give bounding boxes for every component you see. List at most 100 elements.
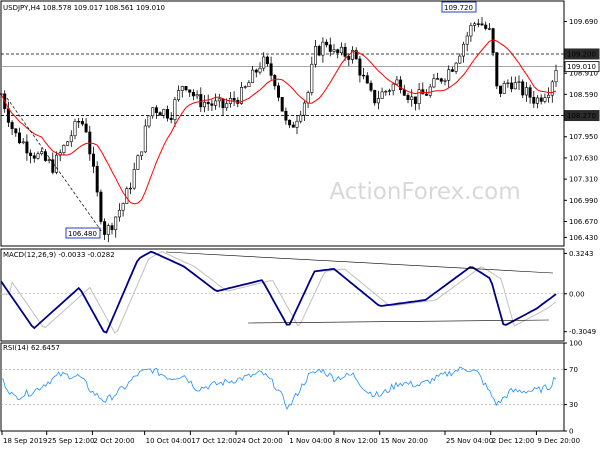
candle-body — [465, 35, 469, 45]
candle-body — [387, 90, 391, 92]
candle-body — [110, 225, 114, 231]
candle-body — [469, 25, 473, 37]
candle-body — [162, 109, 166, 116]
candle-body — [40, 151, 44, 155]
candle-body — [247, 82, 251, 88]
candle-body — [154, 107, 158, 113]
candle-body — [313, 46, 317, 65]
candle-body — [302, 102, 306, 116]
candle-body — [328, 44, 332, 52]
candle-body — [473, 23, 477, 26]
candle-body — [14, 128, 18, 134]
candle-body — [62, 145, 66, 153]
x-tick-label: 25 Sep 12:00 — [48, 437, 95, 445]
candle-body — [99, 191, 103, 222]
macd-y-tick-label: 0.3243 — [569, 250, 594, 258]
rsi-y-tick-label: 70 — [569, 366, 578, 374]
price-trend-line — [6, 97, 103, 233]
macd-lower-trend-line — [247, 319, 550, 324]
candle-body — [350, 50, 354, 60]
candle-body — [402, 89, 406, 96]
candle-body — [273, 75, 277, 87]
candle-body — [554, 70, 558, 83]
candle-body — [6, 108, 10, 123]
candle-body — [498, 85, 502, 94]
candle-body — [517, 81, 521, 83]
candle-body — [136, 155, 140, 170]
candle-body — [458, 55, 462, 64]
candle-body — [195, 94, 199, 97]
candle-body — [151, 107, 155, 117]
candle-body — [291, 124, 295, 128]
candle-body — [339, 46, 343, 54]
candle-body — [188, 89, 192, 93]
candle-body — [66, 141, 70, 146]
candle-body — [528, 87, 532, 98]
macd-signal-line — [1, 251, 557, 334]
candle-body — [240, 86, 244, 104]
candle-body — [484, 24, 488, 29]
x-tick-label: 8 Nov 12:00 — [335, 437, 378, 445]
candle-body — [92, 153, 96, 167]
candle-body — [32, 155, 36, 159]
candle-body — [166, 109, 170, 119]
candle-body — [210, 103, 214, 106]
candle-body — [343, 46, 347, 57]
candle-body — [132, 169, 136, 189]
price-level-label: 109.200 — [567, 50, 596, 58]
x-tick-label: 25 Nov 04:00 — [446, 437, 493, 445]
price-annotation-box — [441, 1, 477, 13]
macd-line — [0, 250, 557, 334]
rsi-panel: 100 70 30 0 — [0, 340, 582, 436]
candle-body — [547, 94, 551, 98]
price-level-box — [564, 110, 600, 122]
x-tick-label: 1 Nov 04:00 — [289, 437, 332, 445]
price-annotation-label: 106.480 — [68, 230, 97, 238]
candle-body — [251, 69, 255, 83]
candle-body — [140, 151, 144, 157]
candle-body — [354, 50, 358, 60]
candle-body — [114, 216, 118, 231]
price-panel: 109.690 109.200 108.910 108.590 108.270 107.9… — [0, 0, 600, 247]
macd-panel: 0.3243 0.00 -0.3049 — [0, 248, 596, 342]
candle-body — [84, 123, 88, 133]
candle-body — [506, 82, 510, 85]
price-frame — [0, 0, 565, 247]
candle-body — [336, 49, 340, 54]
macd-y-tick-label: -0.3049 — [569, 328, 596, 336]
price-y-tick-label: 107.630 — [569, 154, 598, 162]
candle-body — [73, 120, 77, 137]
candle-body — [439, 78, 443, 82]
candle-body — [395, 79, 399, 85]
candle-body — [461, 43, 465, 57]
candle-body — [262, 56, 266, 69]
candle-body — [147, 115, 151, 127]
candle-body — [206, 101, 210, 105]
candle-body — [10, 122, 14, 130]
price-y-tick-label: 106.990 — [569, 197, 598, 205]
x-tick-label: 9 Dec 20:00 — [537, 437, 580, 445]
candle-body — [495, 52, 499, 87]
candle-body — [265, 56, 269, 65]
x-tick-label: 17 Oct 12:00 — [191, 437, 237, 445]
candle-body — [417, 89, 421, 104]
candle-body — [95, 166, 99, 193]
candle-body — [310, 63, 314, 93]
rsi-line — [0, 366, 557, 410]
price-y-tick-label: 106.670 — [569, 218, 598, 226]
candle-body — [332, 49, 336, 52]
candle-body — [69, 135, 73, 143]
candle-body — [117, 209, 121, 218]
candle-body — [450, 69, 454, 72]
candle-body — [447, 69, 451, 81]
price-title: USDJPY,H4 108.578 109.017 108.561 109.01… — [3, 4, 165, 12]
candle-body — [325, 41, 329, 46]
candle-body — [365, 75, 369, 84]
candle-body — [288, 119, 292, 126]
candle-body — [480, 23, 484, 26]
candle-body — [284, 110, 288, 121]
candle-body — [225, 103, 229, 109]
candle-body — [51, 159, 55, 173]
